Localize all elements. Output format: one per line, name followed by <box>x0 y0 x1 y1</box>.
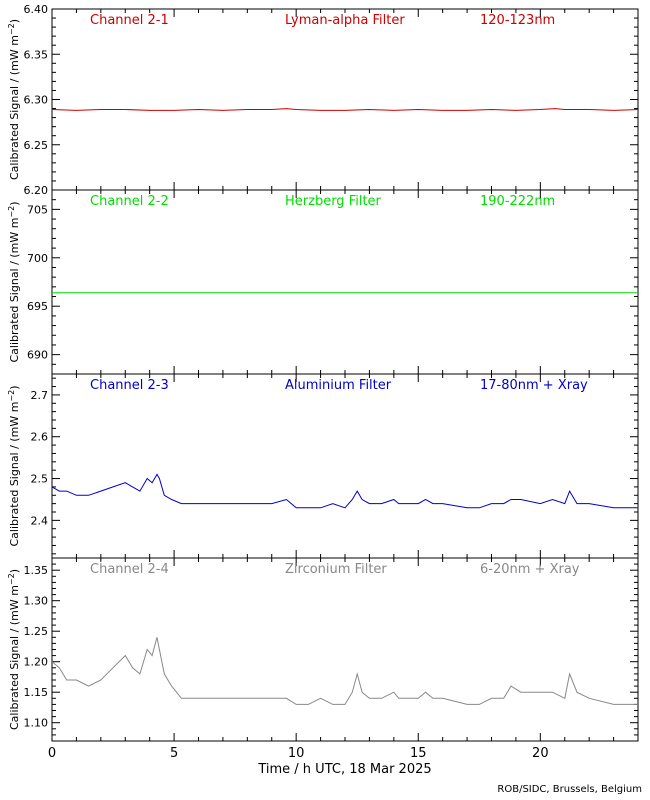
y-tick-label: 6.35 <box>24 48 49 61</box>
panel-frame <box>51 373 639 559</box>
y-tick-label: 6.40 <box>24 3 49 16</box>
y-tick-label: 1.20 <box>24 656 49 669</box>
panel-frame <box>51 557 639 742</box>
panel-label-channel: Channel 2-1 <box>90 13 169 28</box>
y-axis-title: Calibrated Signal / (mW m−2) <box>7 569 22 730</box>
y-tick-label: 1.25 <box>24 625 49 638</box>
y-tick-label: 2.5 <box>31 473 49 486</box>
panel-label-filter: Lyman-alpha Filter <box>285 13 405 28</box>
y-tick-label: 705 <box>27 203 48 216</box>
y-tick-label: 700 <box>27 252 48 265</box>
panel-frame <box>51 189 639 375</box>
y-tick-label: 6.25 <box>24 139 49 152</box>
y-tick-label: 1.30 <box>24 595 49 608</box>
y-tick-label: 695 <box>27 300 48 313</box>
y-axis-title: Calibrated Signal / (mW m−2) <box>7 201 22 362</box>
y-tick-label: 2.6 <box>31 431 49 444</box>
series-line <box>51 473 638 509</box>
y-tick-label: 2.4 <box>31 514 49 527</box>
credit-text: ROB/SIDC, Brussels, Belgium <box>497 784 642 795</box>
x-tick-label: 0 <box>48 746 56 761</box>
y-tick-label: 1.10 <box>24 717 49 730</box>
y-axis-title: Calibrated Signal / (mW m−2) <box>7 19 22 180</box>
panel-label-band: 120-123nm <box>480 13 555 28</box>
y-tick-label: 6.20 <box>24 184 49 197</box>
panel-label-channel: Channel 2-2 <box>90 194 169 209</box>
x-tick-label: 20 <box>532 746 549 761</box>
x-tick-label: 10 <box>288 746 305 761</box>
panel-label-filter: Herzberg Filter <box>285 194 382 209</box>
panel-label-filter: Zirconium Filter <box>285 562 387 577</box>
y-axis-title: Calibrated Signal / (mW m−2) <box>7 385 22 546</box>
x-axis-label: Time / h UTC, 18 Mar 2025 <box>257 762 431 777</box>
panel-frame <box>51 8 639 191</box>
series-line <box>51 108 639 111</box>
series-line <box>51 637 638 705</box>
x-tick-label: 15 <box>410 746 427 761</box>
y-tick-label: 1.15 <box>24 686 49 699</box>
x-tick-label: 5 <box>170 746 178 761</box>
panel-label-channel: Channel 2-3 <box>90 378 169 393</box>
panel-label-band: 17-80nm + Xray <box>480 378 588 393</box>
panel-label-channel: Channel 2-4 <box>90 562 169 577</box>
y-tick-label: 6.30 <box>24 94 49 107</box>
panel-label-band: 6-20nm + Xray <box>480 562 580 577</box>
panel-label-band: 190-222nm <box>480 194 555 209</box>
panel-label-filter: Aluminium Filter <box>285 378 392 393</box>
y-tick-label: 1.35 <box>24 564 49 577</box>
y-tick-label: 2.7 <box>31 389 49 402</box>
y-tick-label: 690 <box>27 349 48 362</box>
